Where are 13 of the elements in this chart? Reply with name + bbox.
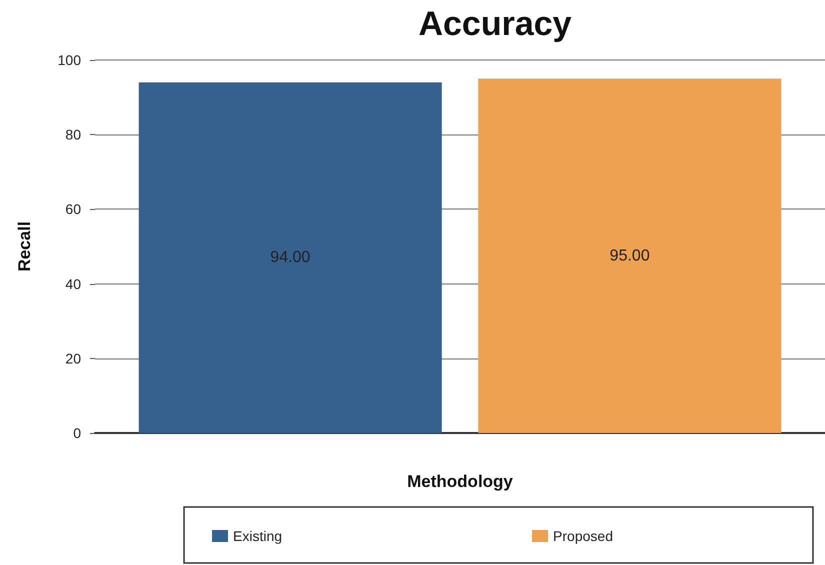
y-tick-label: 20 xyxy=(65,350,82,366)
y-tick-label: 100 xyxy=(58,52,82,68)
legend-label: Proposed xyxy=(553,528,613,544)
x-axis-title: Methodology xyxy=(407,472,514,491)
data-label: 95.00 xyxy=(610,247,650,264)
data-label: 94.00 xyxy=(270,249,310,266)
y-tick-label: 80 xyxy=(65,126,82,143)
y-tick-label: 0 xyxy=(73,425,82,441)
y-tick-label: 60 xyxy=(65,201,82,218)
chart-title: Accuracy xyxy=(418,5,572,43)
y-tick-label: 40 xyxy=(65,276,82,292)
legend-label: Existing xyxy=(233,528,282,544)
y-axis-title: Recall xyxy=(15,221,34,272)
